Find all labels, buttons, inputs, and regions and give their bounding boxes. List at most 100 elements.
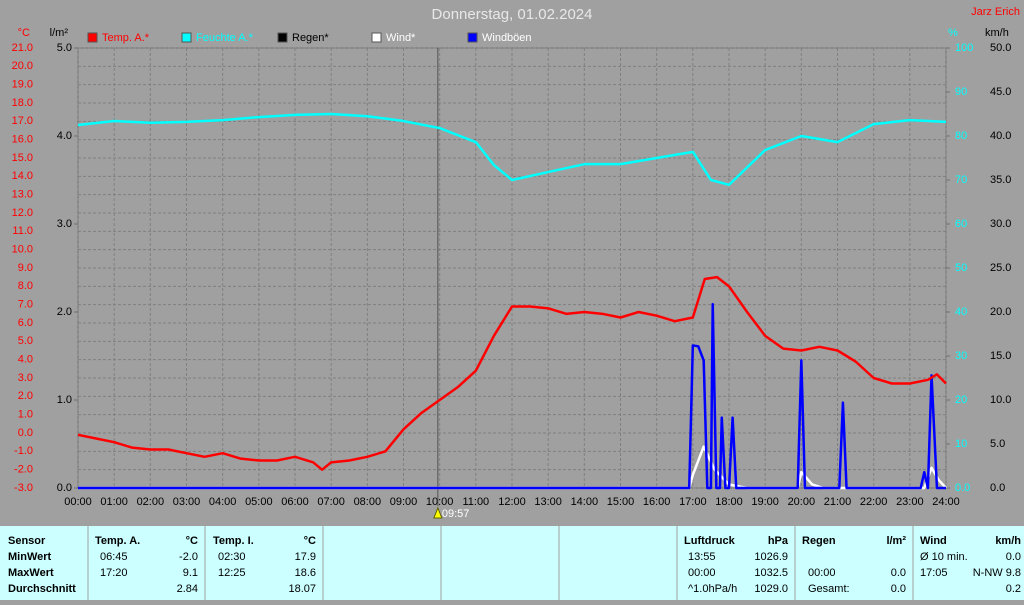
cell-value: N-NW 9.8 bbox=[973, 567, 1021, 579]
y-tick-label: 30.0 bbox=[990, 218, 1011, 230]
group-title: Luftdruck bbox=[684, 535, 736, 547]
legend-label: Temp. A.* bbox=[102, 32, 150, 44]
cell-value: 18.6 bbox=[295, 567, 316, 579]
y-tick-label: 90 bbox=[955, 86, 967, 98]
y-tick-label: 0.0 bbox=[955, 482, 970, 494]
y-tick-label: 0.0 bbox=[18, 427, 33, 439]
y-tick-label: -1.0 bbox=[14, 445, 33, 457]
x-tick-label: 23:00 bbox=[896, 496, 924, 508]
y-tick-label: 6.0 bbox=[18, 317, 33, 329]
x-tick-label: 00:00 bbox=[64, 496, 92, 508]
legend-label: Feuchte A.* bbox=[196, 32, 254, 44]
y-tick-label: 1.0 bbox=[57, 394, 72, 406]
x-tick-label: 10:00 bbox=[426, 496, 454, 508]
x-tick-label: 21:00 bbox=[824, 496, 852, 508]
cell-time: Ø 10 min. bbox=[920, 551, 968, 563]
y-tick-label: 3.0 bbox=[18, 372, 33, 384]
y-tick-label: 18.0 bbox=[12, 97, 33, 109]
x-tick-label: 15:00 bbox=[607, 496, 635, 508]
y3-unit: % bbox=[948, 27, 958, 39]
cell-value: 1026.9 bbox=[754, 551, 788, 563]
x-tick-label: 22:00 bbox=[860, 496, 888, 508]
legend-label: Regen* bbox=[292, 32, 329, 44]
y2-unit: l/m² bbox=[50, 27, 69, 39]
group-title: Regen bbox=[802, 535, 836, 547]
x-tick-label: 08:00 bbox=[354, 496, 382, 508]
x-tick-label: 19:00 bbox=[751, 496, 779, 508]
group-unit: °C bbox=[186, 535, 198, 547]
x-tick-label: 17:00 bbox=[679, 496, 707, 508]
cell-value: 9.1 bbox=[183, 567, 198, 579]
y-tick-label: 30 bbox=[955, 350, 967, 362]
cell-value: -2.0 bbox=[179, 551, 198, 563]
x-tick-label: 02:00 bbox=[137, 496, 165, 508]
y-tick-label: 4.0 bbox=[18, 354, 33, 366]
x-tick-label: 12:00 bbox=[498, 496, 526, 508]
y-tick-label: -2.0 bbox=[14, 464, 33, 476]
group-unit: hPa bbox=[768, 535, 789, 547]
table-header: Sensor bbox=[8, 535, 46, 547]
y-tick-label: 10 bbox=[955, 438, 967, 450]
y-tick-label: 5.0 bbox=[57, 42, 72, 54]
cell-time: 17:20 bbox=[100, 567, 128, 579]
x-tick-label: 06:00 bbox=[281, 496, 309, 508]
cell-value: 2.84 bbox=[177, 583, 198, 595]
x-tick-label: 18:00 bbox=[715, 496, 743, 508]
legend-swatch bbox=[371, 32, 382, 43]
y-tick-label: 5.0 bbox=[990, 438, 1005, 450]
legend-label: Wind* bbox=[386, 32, 416, 44]
cell-value: 0.0 bbox=[1006, 551, 1021, 563]
y-tick-label: 12.0 bbox=[12, 207, 33, 219]
y-tick-label: 70 bbox=[955, 174, 967, 186]
y-tick-label: 10.0 bbox=[990, 394, 1011, 406]
x-tick-label: 04:00 bbox=[209, 496, 237, 508]
cell-value: 0.0 bbox=[891, 583, 906, 595]
y-tick-label: 2.0 bbox=[57, 306, 72, 318]
cell-time: Gesamt: bbox=[808, 583, 850, 595]
y-tick-label: 21.0 bbox=[12, 42, 33, 54]
y-tick-label: 9.0 bbox=[18, 262, 33, 274]
cell-time: 00:00 bbox=[688, 567, 716, 579]
table-bg bbox=[0, 526, 1024, 600]
chart-title: Donnerstag, 01.02.2024 bbox=[432, 6, 593, 23]
row-label: Durchschnitt bbox=[8, 583, 76, 595]
y-tick-label: 7.0 bbox=[18, 299, 33, 311]
y-tick-label: 60 bbox=[955, 218, 967, 230]
x-tick-label: 13:00 bbox=[534, 496, 562, 508]
y4-unit: km/h bbox=[985, 27, 1009, 39]
y-tick-label: 10.0 bbox=[12, 244, 33, 256]
cell-value: 18.07 bbox=[288, 583, 316, 595]
cell-time: 00:00 bbox=[808, 567, 836, 579]
x-tick-label: 05:00 bbox=[245, 496, 273, 508]
cell-time: 13:55 bbox=[688, 551, 716, 563]
y-tick-label: 0.0 bbox=[990, 482, 1005, 494]
cell-time: 17:05 bbox=[920, 567, 948, 579]
y-tick-label: 3.0 bbox=[57, 218, 72, 230]
x-tick-label: 24:00 bbox=[932, 496, 960, 508]
x-tick-label: 03:00 bbox=[173, 496, 201, 508]
y-tick-label: 20.0 bbox=[990, 306, 1011, 318]
cell-value: 0.0 bbox=[891, 567, 906, 579]
y-tick-label: 2.0 bbox=[18, 390, 33, 402]
y-tick-label: 5.0 bbox=[18, 335, 33, 347]
y-unit: °C bbox=[18, 27, 30, 39]
series-line bbox=[78, 302, 946, 490]
series-line bbox=[77, 275, 947, 471]
cell-value: 0.2 bbox=[1006, 583, 1021, 595]
x-tick-label: 07:00 bbox=[317, 496, 345, 508]
y-tick-label: 11.0 bbox=[12, 225, 33, 237]
y-tick-label: -3.0 bbox=[14, 482, 33, 494]
group-title: Wind bbox=[920, 535, 947, 547]
y-tick-label: 15.0 bbox=[12, 152, 33, 164]
y-tick-label: 100 bbox=[955, 42, 973, 54]
y-tick-label: 0.0 bbox=[57, 482, 72, 494]
row-label: MaxWert bbox=[8, 567, 54, 579]
y-tick-label: 45.0 bbox=[990, 86, 1011, 98]
y-tick-label: 25.0 bbox=[990, 262, 1011, 274]
x-tick-label: 16:00 bbox=[643, 496, 671, 508]
y-tick-label: 19.0 bbox=[12, 79, 33, 91]
y-tick-label: 14.0 bbox=[12, 170, 33, 182]
cell-value: 1032.5 bbox=[754, 567, 788, 579]
